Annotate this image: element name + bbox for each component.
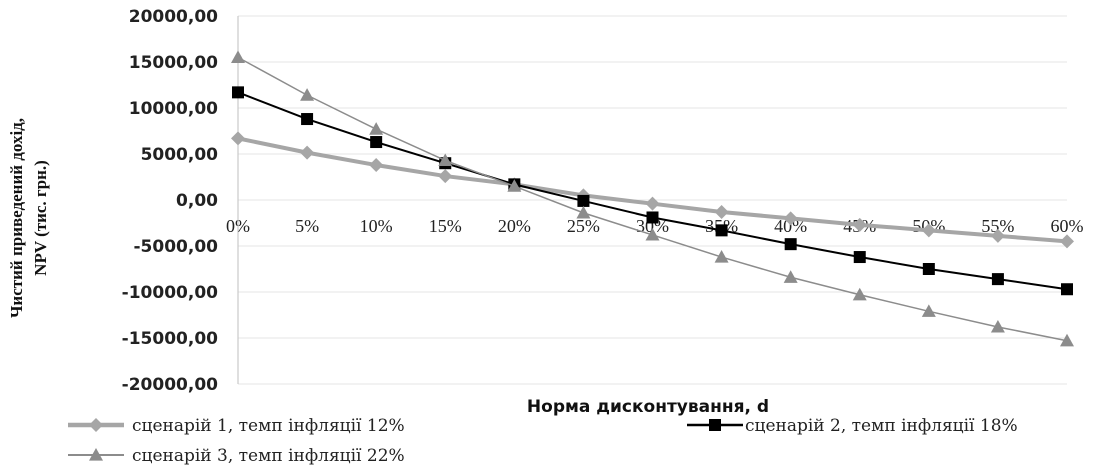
data-point-triangle	[300, 88, 315, 101]
y-tick-label: 10000,00	[129, 99, 218, 119]
data-point-triangle	[645, 227, 660, 241]
data-point-triangle	[783, 270, 798, 283]
data-point-diamond	[231, 131, 245, 146]
x-tick-label: 5%	[295, 216, 319, 236]
data-point-triangle	[231, 50, 245, 63]
data-point-triangle	[369, 122, 384, 135]
data-point-square	[709, 419, 721, 431]
data-point-square	[370, 136, 383, 149]
y-tick-label: -20000,00	[122, 375, 218, 395]
y-tick-label: -5000,00	[134, 237, 219, 257]
y-tick-label: 20000,00	[129, 7, 218, 27]
series-2	[232, 86, 1073, 296]
data-point-square	[784, 238, 797, 251]
data-point-square	[1061, 283, 1073, 296]
data-point-square	[301, 113, 314, 126]
data-point-triangle	[921, 304, 936, 317]
data-point-diamond	[852, 217, 867, 232]
y-axis-tick-labels: 20000,00 15000,00 10000,00 5000,00 0,00 -5000…	[122, 7, 218, 395]
data-point-square	[646, 211, 659, 224]
data-point-triangle	[89, 448, 103, 461]
x-axis-tick-labels: 0%5%10%15%20%25%30%35%40%45%50%55%60%	[226, 216, 1084, 236]
data-point-square	[232, 86, 244, 99]
data-point-square	[991, 273, 1004, 286]
data-point-triangle	[852, 287, 867, 301]
data-point-diamond	[89, 418, 103, 432]
data-point-triangle	[990, 319, 1005, 333]
data-point-diamond	[714, 204, 729, 219]
data-point-diamond	[1060, 234, 1074, 249]
legend-item-3: сценарій 3, темп інфляції 22%	[68, 446, 405, 466]
x-tick-label: 10%	[360, 216, 393, 236]
data-point-triangle	[1060, 333, 1074, 347]
data-point-diamond	[783, 211, 798, 226]
y-axis-label-line1: Чистий приведений дохід,	[7, 118, 26, 318]
legend-label: сценарій 1, темп інфляції 12%	[132, 416, 405, 436]
data-point-square	[577, 194, 590, 207]
legend-label: сценарій 3, темп інфляції 22%	[132, 446, 405, 466]
data-point-diamond	[438, 169, 453, 184]
data-point-diamond	[921, 223, 936, 238]
y-tick-label: 15000,00	[129, 53, 218, 73]
data-point-diamond	[990, 228, 1005, 243]
legend-label: сценарій 2, темп інфляції 18%	[745, 416, 1018, 436]
data-point-square	[853, 251, 866, 264]
x-tick-label: 55%	[981, 216, 1014, 236]
data-point-triangle	[714, 250, 729, 263]
y-tick-label: -15000,00	[122, 329, 218, 349]
legend: сценарій 1, темп інфляції 12% сценарій 2,…	[68, 416, 1018, 466]
data-point-diamond	[645, 196, 660, 211]
x-tick-label: 20%	[498, 216, 531, 236]
data-point-triangle	[576, 205, 591, 219]
series-3	[231, 50, 1074, 347]
series-layer	[231, 50, 1074, 347]
x-tick-label: 30%	[636, 216, 669, 236]
data-point-diamond	[300, 145, 315, 160]
legend-item-1: сценарій 1, темп інфляції 12%	[68, 416, 405, 436]
y-axis-label-line2: NPV (тис. грн.)	[31, 160, 50, 276]
data-point-diamond	[369, 158, 384, 173]
y-tick-label: 0,00	[176, 191, 218, 211]
data-point-triangle	[507, 179, 522, 192]
data-point-square	[715, 224, 728, 237]
legend-item-2: сценарій 2, темп інфляції 18%	[687, 416, 1018, 436]
x-tick-label: 15%	[429, 216, 462, 236]
data-point-triangle	[438, 153, 453, 167]
data-point-square	[922, 263, 935, 275]
y-tick-label: 5000,00	[141, 145, 219, 165]
x-axis-label: Норма дисконтування, d	[527, 397, 769, 417]
x-tick-label: 60%	[1051, 216, 1084, 236]
y-tick-label: -10000,00	[122, 283, 218, 303]
x-tick-label: 25%	[567, 216, 600, 236]
